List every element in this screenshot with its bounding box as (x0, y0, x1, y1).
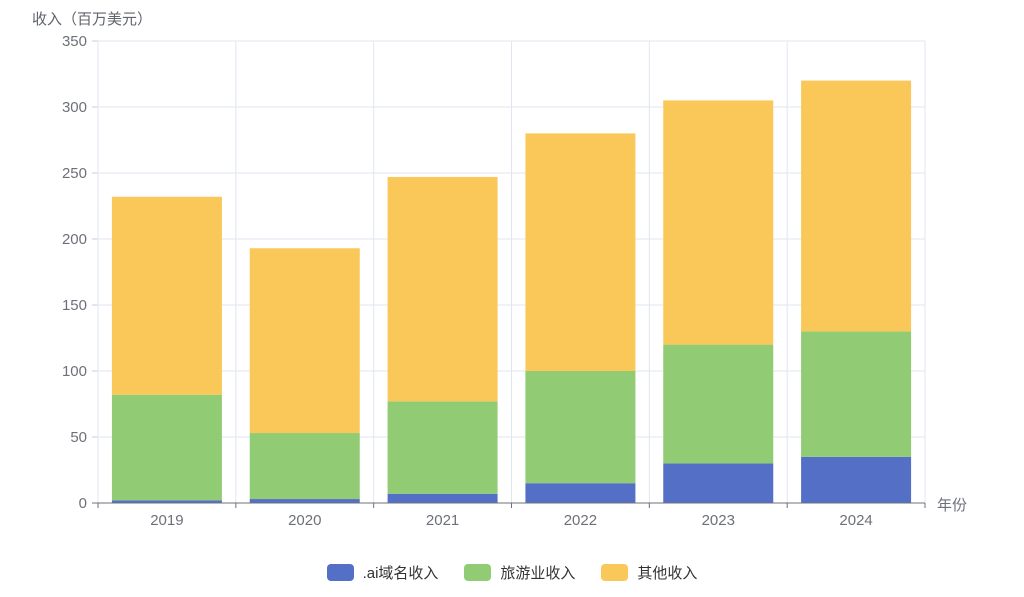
bar-segment-2021-series-0[interactable] (387, 493, 498, 503)
x-tick-label-2020: 2020 (288, 512, 321, 529)
x-tick-label-2023: 2023 (702, 512, 735, 529)
bar-group-2021 (387, 176, 498, 503)
bar-segment-2020-series-1[interactable] (249, 433, 360, 500)
y-tick-label-150: 150 (62, 297, 87, 314)
bar-segment-2020-series-2[interactable] (249, 248, 360, 434)
bar-segment-2021-series-2[interactable] (387, 176, 498, 402)
legend-label-2: 其他收入 (637, 565, 698, 582)
bar-segment-2019-series-2[interactable] (111, 196, 222, 395)
bar-segment-2019-series-1[interactable] (111, 394, 222, 501)
x-tick-label-2021: 2021 (426, 512, 459, 529)
bar-segment-2022-series-2[interactable] (525, 133, 636, 371)
y-axis-title: 收入（百万美元） (32, 11, 153, 28)
legend-swatch-2 (601, 564, 629, 581)
bar-group-2022 (525, 133, 636, 503)
y-tick-label-100: 100 (62, 363, 87, 380)
y-tick-label-300: 300 (62, 99, 87, 116)
x-tick-label-2024: 2024 (839, 512, 872, 529)
y-tick-label-0: 0 (79, 495, 87, 512)
bar-segment-2024-series-1[interactable] (801, 331, 912, 457)
bar-segment-2022-series-1[interactable] (525, 371, 636, 484)
bar-group-2020 (249, 248, 360, 503)
bar-segment-2023-series-2[interactable] (663, 100, 774, 345)
bar-segment-2023-series-1[interactable] (663, 344, 774, 464)
bar-segment-2024-series-2[interactable] (801, 80, 912, 332)
bar-segment-2022-series-0[interactable] (525, 483, 636, 503)
legend-label-0: .ai域名收入 (362, 565, 439, 582)
y-tick-label-50: 50 (70, 429, 87, 446)
bar-group-2024 (801, 80, 912, 503)
bar-segment-2024-series-0[interactable] (801, 456, 912, 503)
bar-segment-2020-series-0[interactable] (249, 499, 360, 503)
y-tick-label-250: 250 (62, 165, 87, 182)
bar-group-2023 (663, 100, 774, 503)
x-axis-name: 年份 (937, 497, 968, 514)
legend-swatch-0 (326, 564, 354, 581)
bar-segment-2019-series-0[interactable] (111, 500, 222, 503)
legend-label-1: 旅游业收入 (500, 565, 576, 582)
bar-group-2019 (111, 196, 222, 503)
bar-segment-2023-series-0[interactable] (663, 463, 774, 503)
bar-segment-2021-series-1[interactable] (387, 401, 498, 494)
y-tick-label-350: 350 (62, 33, 87, 50)
legend-swatch-1 (464, 564, 492, 581)
legend-item-1[interactable]: 旅游业收入 (464, 562, 575, 583)
legend: .ai域名收入 旅游业收入 其他收入 (0, 562, 1024, 583)
legend-item-2[interactable]: 其他收入 (601, 562, 697, 583)
y-tick-label-200: 200 (62, 231, 87, 248)
x-tick-label-2022: 2022 (564, 512, 597, 529)
x-tick-label-2019: 2019 (150, 512, 183, 529)
legend-item-0[interactable]: .ai域名收入 (326, 562, 439, 583)
